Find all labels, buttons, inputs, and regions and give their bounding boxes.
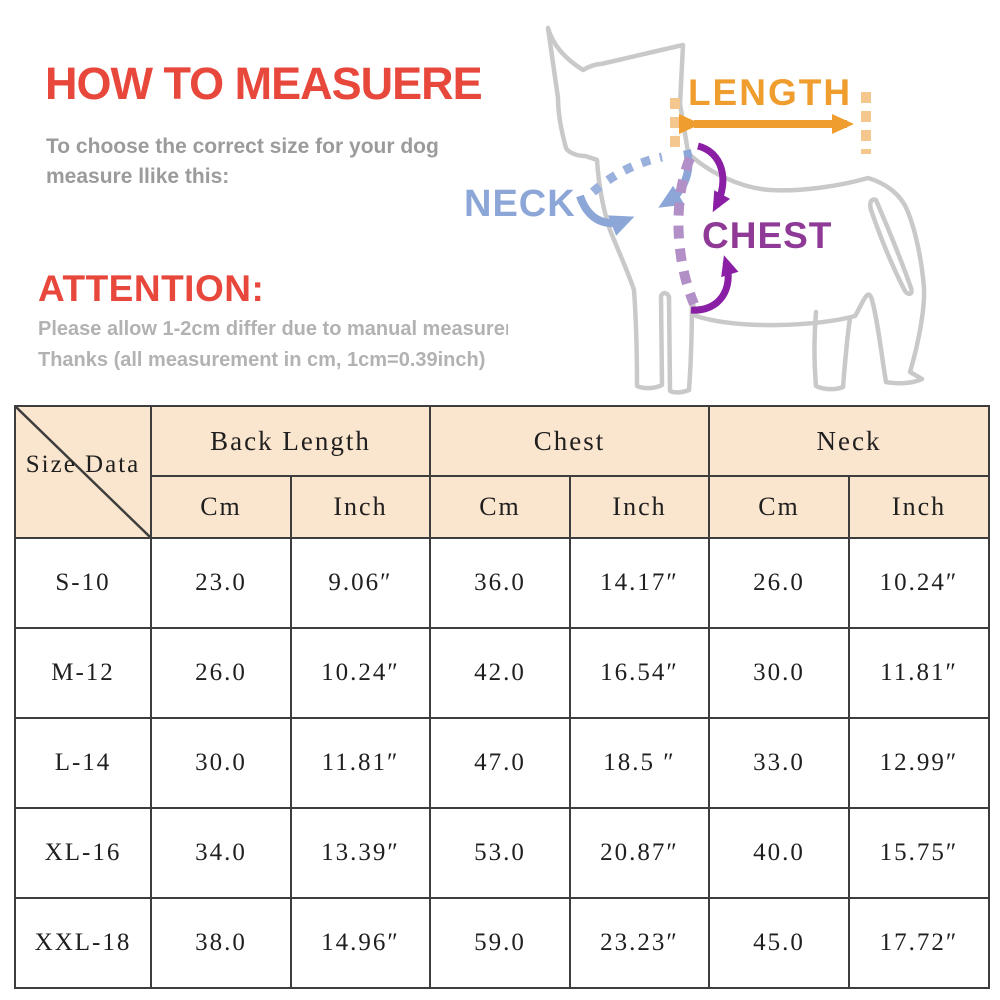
subtitle-line-1: To choose the correct size for your dog bbox=[46, 135, 439, 158]
value-cell: 10.24″ bbox=[290, 627, 431, 719]
attention-note: Please allow 1-2cm differ due to manual … bbox=[38, 314, 508, 376]
size-cell: S-10 bbox=[14, 537, 152, 629]
group-header-neck: Neck bbox=[708, 405, 991, 477]
unit-header: Cm bbox=[708, 475, 851, 539]
dog-outline-drawing bbox=[545, 25, 927, 395]
value-cell: 9.06″ bbox=[290, 537, 431, 629]
subtitle-line-2: measure llike this: bbox=[46, 165, 230, 189]
value-cell: 23.23″ bbox=[568, 897, 711, 989]
unit-header: Cm bbox=[150, 475, 292, 539]
size-cell: XL-16 bbox=[14, 807, 152, 899]
neck-label: NECK bbox=[464, 183, 576, 225]
value-cell: 20.87″ bbox=[568, 807, 711, 899]
table-row: L-14 30.0 11.81″ 47.0 18.5 ″ 33.0 12.99″ bbox=[14, 717, 991, 809]
value-cell: 12.99″ bbox=[848, 717, 991, 809]
attention-line-1: Please allow 1-2cm differ due to manual … bbox=[38, 318, 508, 340]
value-cell: 11.81″ bbox=[848, 627, 991, 719]
value-cell: 15.75″ bbox=[848, 807, 991, 899]
group-header-chest: Chest bbox=[428, 405, 711, 477]
value-cell: 59.0 bbox=[429, 897, 571, 989]
corner-diagonal-line bbox=[16, 407, 150, 537]
size-data-table: Size Data Back Length Chest Neck Cm Inch… bbox=[14, 405, 991, 989]
value-cell: 26.0 bbox=[708, 537, 851, 629]
chest-arrow-top bbox=[696, 142, 731, 213]
value-cell: 40.0 bbox=[708, 807, 851, 899]
value-cell: 18.5 ″ bbox=[568, 717, 711, 809]
table-row: XL-16 34.0 13.39″ 53.0 20.87″ 40.0 15.75… bbox=[14, 807, 991, 899]
dog-tail bbox=[867, 197, 914, 297]
value-cell: 13.39″ bbox=[290, 807, 431, 899]
corner-cell: Size Data bbox=[14, 405, 152, 539]
size-cell: M-12 bbox=[14, 627, 152, 719]
value-cell: 26.0 bbox=[150, 627, 292, 719]
size-cell: XXL-18 bbox=[14, 897, 152, 989]
chest-label: CHEST bbox=[702, 215, 833, 256]
dog-far-hind-leg bbox=[812, 309, 853, 392]
length-label: LENGTH bbox=[687, 72, 853, 113]
value-cell: 33.0 bbox=[708, 717, 851, 809]
neck-arrow-lower bbox=[576, 194, 635, 236]
group-header-back-length: Back Length bbox=[150, 405, 431, 477]
group-header-row: Size Data Back Length Chest Neck bbox=[14, 405, 991, 539]
value-cell: 38.0 bbox=[150, 897, 292, 989]
value-cell: 14.17″ bbox=[568, 537, 711, 629]
value-cell: 34.0 bbox=[150, 807, 292, 899]
value-cell: 16.54″ bbox=[568, 627, 711, 719]
size-cell: L-14 bbox=[14, 717, 152, 809]
dog-silhouette bbox=[545, 25, 927, 395]
value-cell: 42.0 bbox=[429, 627, 571, 719]
value-cell: 47.0 bbox=[429, 717, 571, 809]
unit-header: Inch bbox=[568, 475, 711, 539]
value-cell: 14.96″ bbox=[290, 897, 431, 989]
unit-header: Inch bbox=[848, 475, 991, 539]
attention-heading: ATTENTION: bbox=[38, 268, 265, 309]
value-cell: 17.72″ bbox=[848, 897, 991, 989]
corner-label: Size Data bbox=[25, 451, 141, 478]
value-cell: 30.0 bbox=[708, 627, 851, 719]
chest-annotation bbox=[673, 142, 739, 314]
value-cell: 36.0 bbox=[429, 537, 571, 629]
value-cell: 11.81″ bbox=[290, 717, 431, 809]
value-cell: 53.0 bbox=[429, 807, 571, 899]
chest-dashed-line bbox=[673, 156, 699, 306]
value-cell: 30.0 bbox=[150, 717, 292, 809]
value-cell: 23.0 bbox=[150, 537, 292, 629]
subtitle: To choose the correct size for your dog … bbox=[46, 132, 439, 193]
length-annotation bbox=[670, 92, 871, 154]
dog-measurement-diagram: LENGTH NECK CHEST bbox=[440, 0, 1000, 405]
value-cell: 10.24″ bbox=[848, 537, 991, 629]
chest-arrow-bottom bbox=[690, 255, 739, 314]
table-row: XXL-18 38.0 14.96″ 59.0 23.23″ 45.0 17.7… bbox=[14, 897, 991, 989]
value-cell: 45.0 bbox=[708, 897, 851, 989]
unit-header-row: Cm Inch Cm Inch Cm Inch bbox=[15, 475, 991, 539]
attention-line-2: Thanks (all measurement in cm, 1cm=0.39i… bbox=[38, 349, 486, 371]
table-row: M-12 26.0 10.24″ 42.0 16.54″ 30.0 11.81″ bbox=[14, 627, 991, 719]
unit-header: Inch bbox=[290, 475, 431, 539]
table-row: S-10 23.0 9.06″ 36.0 14.17″ 26.0 10.24″ bbox=[14, 537, 991, 629]
page-title: HOW TO MEASUERE bbox=[45, 58, 483, 109]
neck-dotted-line bbox=[589, 152, 664, 196]
unit-header: Cm bbox=[429, 475, 571, 539]
